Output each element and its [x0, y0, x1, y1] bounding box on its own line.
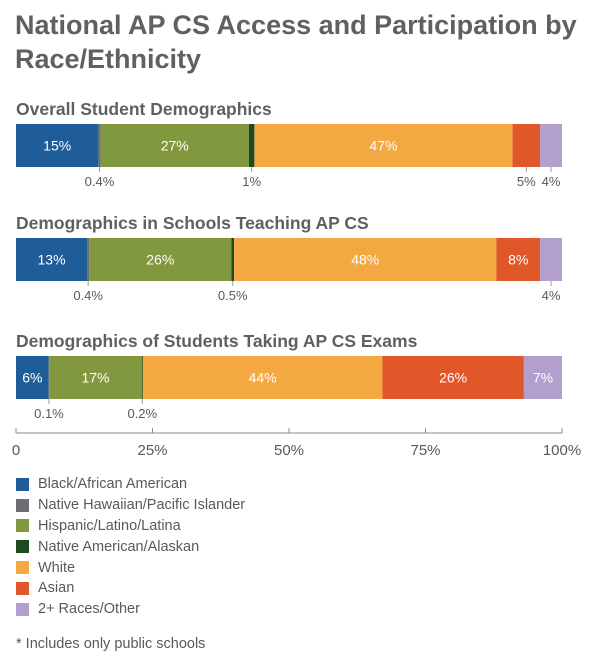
bar-segment	[141, 356, 143, 399]
bar-segment	[16, 124, 99, 167]
legend-label: Black/African American	[38, 476, 188, 493]
bar-title: Overall Student Demographics	[16, 99, 272, 119]
stacked-bar-chart: Overall Student Demographics 15% 0.4% 27% 1%…	[12, 99, 581, 459]
segment-value-label: 27%	[161, 138, 189, 154]
legend-item: White	[16, 557, 245, 578]
segment-annotation-label: 0.5%	[218, 288, 248, 303]
bar-segment	[523, 356, 562, 399]
segment-value-label: 44%	[249, 370, 277, 386]
segment-annotation-label: 1%	[242, 174, 261, 189]
legend-item: Native Hawaiian/Pacific Islander	[16, 495, 245, 516]
bar-segment	[49, 356, 142, 399]
segment-value-label: 26%	[146, 252, 174, 268]
bar-title: Demographics in Schools Teaching AP CS	[16, 213, 369, 233]
segment-annotation-label: 0.2%	[127, 406, 157, 421]
footnote: * Includes only public schools	[16, 636, 206, 652]
segment-value-label: 7%	[533, 370, 553, 386]
segment-annotation-label: 0.1%	[34, 406, 64, 421]
legend-item: Black/African American	[16, 474, 245, 495]
bar-segment	[16, 356, 49, 399]
legend-label: Hispanic/Latino/Latina	[38, 517, 181, 534]
legend-item: Native American/Alaskan	[16, 536, 245, 557]
segment-annotation-label: 0.4%	[85, 174, 115, 189]
bar-segment	[48, 356, 50, 399]
segment-value-label: 48%	[351, 252, 379, 268]
segment-value-label: 13%	[38, 252, 66, 268]
segment-value-label: 6%	[22, 370, 42, 386]
chart-title: National AP CS Access and Participation …	[15, 10, 577, 74]
legend-swatch	[16, 498, 29, 512]
bar-segment	[540, 124, 562, 167]
bar-segment	[142, 356, 383, 399]
bar-segment	[382, 356, 524, 399]
bar-segment	[254, 124, 513, 167]
legend-swatch	[16, 581, 29, 595]
legend-swatch	[16, 519, 29, 533]
bar-title: Demographics of Students Taking AP CS Ex…	[16, 331, 418, 351]
bar-segment	[231, 238, 235, 281]
segment-value-label: 26%	[439, 370, 467, 386]
legend-swatch	[16, 561, 29, 575]
x-axis-tick-label: 75%	[410, 442, 440, 459]
bar-segment	[540, 238, 562, 281]
bar-segment	[512, 124, 541, 167]
segment-annotation-label: 4%	[542, 288, 561, 303]
legend-swatch	[16, 540, 29, 554]
x-axis-tick-label: 25%	[137, 442, 167, 459]
bar-segment	[87, 238, 90, 281]
legend-item: Asian	[16, 578, 245, 599]
bar-segment	[89, 238, 232, 281]
bar-segment	[234, 238, 497, 281]
segment-annotation-label: 4%	[542, 174, 561, 189]
segment-value-label: 17%	[81, 370, 109, 386]
legend: Black/African American Native Hawaiian/Pa…	[16, 474, 245, 620]
x-axis-tick-label: 100%	[543, 442, 581, 459]
legend-label: White	[38, 559, 76, 576]
legend-label: Asian	[38, 580, 75, 597]
bar-segment	[16, 238, 88, 281]
bar-segment	[100, 124, 249, 167]
legend-label: 2+ Races/Other	[38, 601, 140, 618]
x-axis-tick-label: 50%	[274, 442, 304, 459]
legend-item: 2+ Races/Other	[16, 599, 245, 620]
legend-swatch	[16, 477, 29, 491]
segment-annotation-label: 0.4%	[73, 288, 103, 303]
x-axis-tick-label: 0	[12, 442, 20, 459]
segment-value-label: 8%	[508, 252, 528, 268]
segment-annotation-label: 5%	[517, 174, 536, 189]
segment-value-label: 47%	[369, 138, 397, 154]
legend-label: Native Hawaiian/Pacific Islander	[38, 497, 246, 514]
bar-segment	[496, 238, 541, 281]
legend-swatch	[16, 602, 29, 616]
legend-item: Hispanic/Latino/Latina	[16, 516, 245, 537]
bar-segment	[248, 124, 255, 167]
bar-segment	[98, 124, 101, 167]
legend-label: Native American/Alaskan	[38, 538, 200, 555]
segment-value-label: 15%	[43, 138, 71, 154]
